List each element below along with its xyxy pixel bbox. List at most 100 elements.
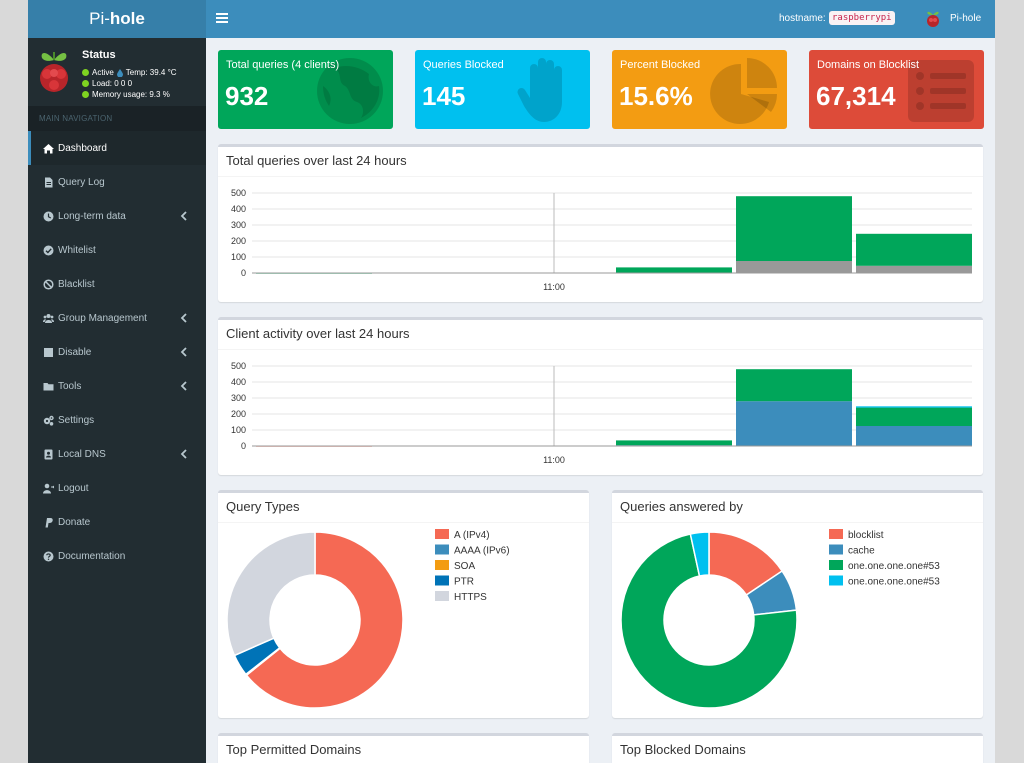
sidebar-item-tools[interactable]: Tools bbox=[28, 369, 206, 403]
answered-by-chart[interactable]: blocklist cache one.one.one.one#53 one.one.… bbox=[612, 523, 983, 718]
sidebar-item-query-log[interactable]: Query Log bbox=[28, 165, 206, 199]
pie-slice[interactable] bbox=[620, 533, 798, 709]
status-load-line: Load: 0 0 0 bbox=[82, 79, 132, 88]
user-logout-icon bbox=[43, 483, 54, 493]
sidebar-item-label: Donate bbox=[58, 516, 91, 528]
main-navigation: Dashboard Query Log Long-term data Whitelis… bbox=[28, 131, 206, 573]
queries-over-time-card: Total queries over last 24 hours 0 100 200… bbox=[218, 144, 983, 302]
status-active-line: Active Temp: 39.4 °C bbox=[82, 68, 177, 77]
total-queries-box[interactable]: Total queries (4 clients) 932 bbox=[218, 50, 393, 129]
domains-on-blocklist-box[interactable]: Domains on Blocklist 67,314 bbox=[809, 50, 984, 129]
queries-over-time-title: Total queries over last 24 hours bbox=[218, 147, 983, 177]
legend-label[interactable]: SOA bbox=[454, 561, 475, 572]
chevron-left-icon[interactable] bbox=[180, 449, 188, 459]
sidebar-item-documentation[interactable]: Documentation bbox=[28, 539, 206, 573]
percent-blocked-label: Percent Blocked bbox=[620, 59, 701, 71]
y-tick-label: 300 bbox=[231, 220, 246, 230]
top-bar: hostname: raspberrypi Pi-hole bbox=[206, 0, 995, 38]
raspberry-small-logo-icon[interactable] bbox=[926, 10, 940, 28]
sidebar-item-logout[interactable]: Logout bbox=[28, 471, 206, 505]
queries-blocked-box[interactable]: Queries Blocked 145 bbox=[415, 50, 590, 129]
status-load: Load: 0 0 0 bbox=[92, 79, 133, 88]
legend-label[interactable]: HTTPS bbox=[454, 592, 487, 603]
pihole-logo[interactable]: Pi-hole bbox=[28, 0, 206, 38]
question-circle-icon bbox=[43, 551, 54, 561]
pie-slice[interactable] bbox=[689, 531, 710, 577]
logo-text-prefix: Pi- bbox=[89, 9, 110, 28]
hamburger-menu-icon[interactable] bbox=[216, 12, 228, 24]
sidebar-item-label: Disable bbox=[58, 346, 92, 358]
client-activity-chart[interactable]: 0 100 200 300 400 500 11:00 bbox=[218, 350, 983, 475]
legend-label[interactable]: cache bbox=[848, 546, 875, 557]
bar-segment[interactable] bbox=[856, 406, 972, 408]
y-tick-label: 100 bbox=[231, 425, 246, 435]
sidebar-item-group-management[interactable]: Group Management bbox=[28, 301, 206, 335]
y-tick-label: 0 bbox=[241, 268, 246, 278]
sidebar-item-label: Logout bbox=[58, 482, 89, 494]
query-types-card: Query Types A (IPv4) AAAA (IPv6) SOA PTR HTT… bbox=[218, 490, 589, 718]
legend-swatch bbox=[435, 544, 449, 555]
pie-slice[interactable] bbox=[226, 531, 316, 657]
y-tick-label: 0 bbox=[241, 441, 246, 451]
bar-segment[interactable] bbox=[736, 196, 852, 261]
globe-icon bbox=[317, 58, 383, 124]
sidebar-item-long-term-data[interactable]: Long-term data bbox=[28, 199, 206, 233]
domains-on-blocklist-value: 67,314 bbox=[816, 81, 896, 111]
raspberry-logo-icon bbox=[40, 52, 68, 92]
bar-segment[interactable] bbox=[856, 426, 972, 446]
legend-label[interactable]: AAAA (IPv6) bbox=[454, 546, 510, 557]
bar-segment[interactable] bbox=[616, 267, 732, 273]
pie-chart-icon bbox=[710, 58, 777, 124]
legend-label[interactable]: blocklist bbox=[848, 530, 884, 541]
logo-text-bold: hole bbox=[109, 9, 145, 28]
query-types-chart[interactable]: A (IPv4) AAAA (IPv6) SOA PTR HTTPS bbox=[218, 523, 589, 718]
y-tick-label: 100 bbox=[231, 252, 246, 262]
legend-swatch bbox=[829, 544, 843, 555]
y-tick-label: 500 bbox=[231, 361, 246, 371]
sidebar-item-donate[interactable]: Donate bbox=[28, 505, 206, 539]
user-panel: Status Active Temp: 39.4 °C Load: 0 0 0 … bbox=[28, 38, 206, 106]
sidebar-item-label: Dashboard bbox=[58, 142, 107, 154]
total-queries-label: Total queries (4 clients) bbox=[226, 59, 340, 71]
top-blocked-title: Top Blocked Domains bbox=[612, 736, 983, 763]
status-ok-dot-icon bbox=[82, 69, 89, 76]
bar-segment[interactable] bbox=[616, 440, 732, 446]
user-menu[interactable]: Pi-hole bbox=[950, 13, 982, 24]
legend-label[interactable]: PTR bbox=[454, 577, 474, 588]
sidebar-item-blacklist[interactable]: Blacklist bbox=[28, 267, 206, 301]
sidebar-item-whitelist[interactable]: Whitelist bbox=[28, 233, 206, 267]
bar-segment[interactable] bbox=[736, 369, 852, 402]
status-active: Active bbox=[92, 68, 114, 77]
bar-segment[interactable] bbox=[856, 233, 972, 266]
load-ok-dot-icon bbox=[82, 80, 89, 87]
pie-slice[interactable] bbox=[245, 531, 404, 709]
answered-by-title: Queries answered by bbox=[612, 493, 983, 523]
chevron-left-icon[interactable] bbox=[180, 347, 188, 357]
sidebar-item-label: Long-term data bbox=[58, 210, 126, 222]
chevron-left-icon[interactable] bbox=[180, 211, 188, 221]
legend-label[interactable]: A (IPv4) bbox=[454, 530, 490, 541]
legend-label[interactable]: one.one.one.one#53 bbox=[848, 561, 940, 572]
bar-segment[interactable] bbox=[736, 401, 852, 446]
queries-blocked-value: 145 bbox=[422, 81, 466, 111]
bar-segment[interactable] bbox=[856, 265, 972, 273]
chevron-left-icon[interactable] bbox=[180, 313, 188, 323]
x-tick-label: 11:00 bbox=[543, 282, 565, 292]
sidebar-item-local-dns[interactable]: Local DNS bbox=[28, 437, 206, 471]
legend-label[interactable]: one.one.one.one#53 bbox=[848, 577, 940, 588]
queries-over-time-chart[interactable]: 0 100 200 300 400 500 11:00 bbox=[218, 177, 983, 302]
sidebar-item-dashboard[interactable]: Dashboard bbox=[28, 131, 206, 165]
percent-blocked-box[interactable]: Percent Blocked 15.6% bbox=[612, 50, 787, 129]
bar-segment[interactable] bbox=[856, 407, 972, 426]
legend-swatch bbox=[435, 591, 449, 601]
sidebar-item-settings[interactable]: Settings bbox=[28, 403, 206, 437]
bar-segment[interactable] bbox=[736, 261, 852, 273]
percent-blocked-value: 15.6% bbox=[619, 81, 693, 111]
chevron-left-icon[interactable] bbox=[180, 381, 188, 391]
sidebar-item-label: Settings bbox=[58, 414, 95, 426]
app-window: Pi-hole Status Active Temp: 39.4 °C bbox=[28, 0, 995, 763]
stop-icon bbox=[44, 347, 53, 357]
status-memory: Memory usage: 9.3 % bbox=[92, 90, 170, 99]
sidebar-item-disable[interactable]: Disable bbox=[28, 335, 206, 369]
check-circle-icon bbox=[43, 245, 54, 255]
